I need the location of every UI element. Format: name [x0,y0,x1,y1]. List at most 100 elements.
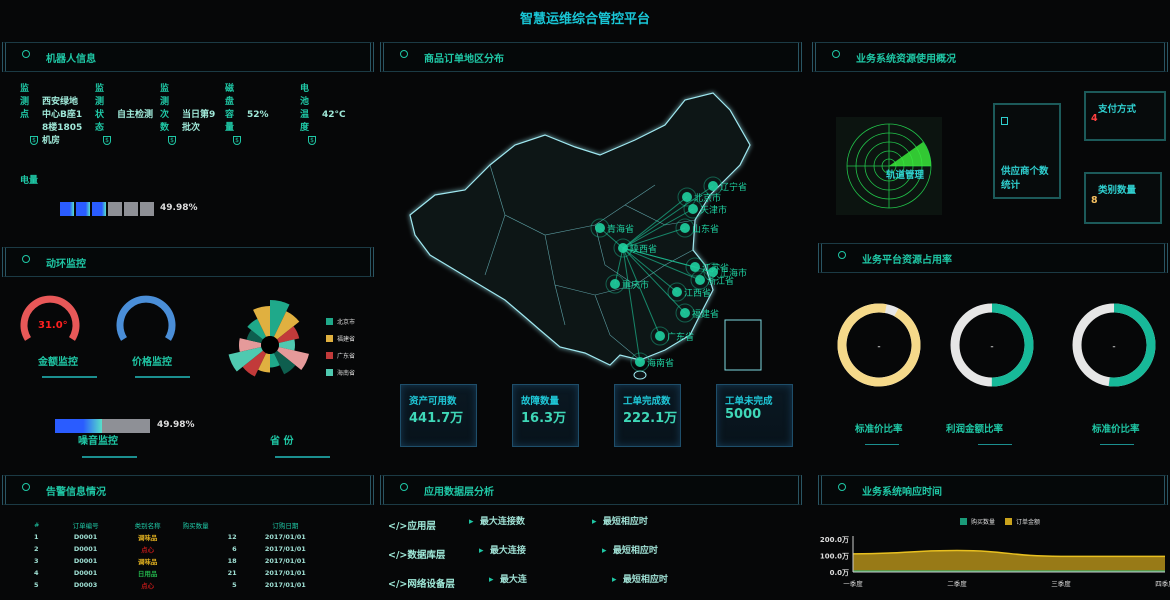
table-row[interactable]: 4 D0001 日用品 21 2017/01/01 [30,567,330,579]
map-point-ring [675,218,695,238]
rose-chart [228,300,309,377]
legend-label: 北京市 [337,319,356,326]
legend-label: 广东省 [337,353,356,360]
rose-wedge [270,300,290,337]
map-point[interactable] [672,287,682,297]
table-cell: D0001 [73,545,98,553]
table-cell: 21 [227,569,237,577]
table-cell: D0001 [73,557,98,565]
stat-label: 故障数量 [521,396,560,407]
metric-label: 最大连接 [489,546,526,556]
metric-a: ▸ 最大连接 [479,545,526,558]
gauge-amount [20,295,80,341]
panel-header-platform: 业务平台资源占用率 [818,243,1168,273]
table-row[interactable]: 5 D0003 点心 5 2017/01/01 [30,579,330,591]
payment-card: 支付方式 4 [1084,91,1166,141]
map-point[interactable] [708,181,718,191]
map-point-ring [677,187,697,207]
robot-field-label: 监测点 [20,84,30,120]
map-point-ring [703,176,723,196]
table-row[interactable]: 3 D0001 调味品 18 2017/01/01 [30,555,330,567]
table-row[interactable]: 2 D0001 点心 6 2017/01/01 [30,543,330,555]
legend-swatch [1005,518,1012,525]
donut-center: - [877,342,880,352]
table-cell: 1 [34,533,39,541]
document-icon [1001,117,1008,125]
shield-icon: $ [233,136,241,145]
rose-wedge [228,347,263,372]
map-point[interactable] [595,223,605,233]
rose-center [261,336,279,354]
robot-field-label: 监测状态 [95,84,105,133]
page-title: 智慧运维综合管控平台 [519,12,650,27]
rose-wedge [273,350,296,375]
map-point-ring [605,274,625,294]
shield-icon: $ [308,136,316,145]
category-value: 8 [1091,195,1098,206]
gauge-price-label: 价格监控 [132,357,172,368]
shield-icon: $ [30,136,38,145]
legend-swatch [326,318,333,325]
panel-title: 动环监控 [46,259,86,270]
table-cell: 5 [34,581,39,589]
flow-line [622,227,686,249]
legend-item[interactable]: 北京市 [326,313,355,330]
rose-wedge [278,339,295,351]
shield-icon: $ [168,136,176,145]
robot-field-value: 当日第9批次 [182,110,216,133]
map-label: 辽宁省 [720,181,747,193]
x-tick-label: 四季度 [1155,579,1170,588]
map-point[interactable] [680,308,690,318]
noise-bar [55,419,150,433]
robot-field-value: 52% [247,110,269,120]
battery-cell [92,202,106,216]
table-cell: 日用品 [137,570,158,578]
legend-item[interactable]: 福建省 [326,330,355,347]
map-point[interactable] [635,357,645,367]
flow-line [622,247,641,363]
area-series [853,550,1165,572]
decor-line [135,376,190,378]
table-cell: 点心 [141,582,155,590]
decor-line [865,444,899,445]
legend-label: 福建省 [337,336,356,343]
panel-header-alarm: 告警信息情况 [2,475,374,505]
map-point[interactable] [655,331,665,341]
flag-icon: ▸ [602,546,607,556]
table-header: 购买数量 [182,522,209,530]
table-header: 类别名称 [134,522,161,530]
panel-title: 应用数据层分析 [424,487,494,498]
legend-item[interactable]: 海南省 [326,364,355,381]
map-point[interactable] [682,192,692,202]
decor-line [42,376,97,378]
panel-title: 业务系统资源使用概况 [856,54,956,65]
flow-line [622,247,714,273]
map-point[interactable] [610,279,620,289]
map-point[interactable] [680,223,690,233]
x-tick-label: 一季度 [843,579,863,588]
stat-card: 故障数量 16.3万 [512,384,579,447]
china-map[interactable]: 辽宁省北京市天津市青海省山东省陕西省江苏省上海市浙江省重庆市江西省福建省广东省海… [395,85,795,385]
payment-value: 4 [1091,113,1098,124]
panel-header-robot: 机器人信息 [2,42,374,72]
map-point[interactable] [708,267,718,277]
map-label: 广东省 [667,331,694,343]
panel-header-map: 商品订单地区分布 [380,42,802,72]
flow-line [622,208,694,249]
metric-b: ▸ 最短相应时 [592,516,648,529]
map-point-ring [613,238,633,258]
stat-value: 222.1万 [623,411,678,426]
y-tick-label: 100.0万 [820,553,849,561]
donut-fill [950,303,1034,387]
map-point[interactable] [688,204,698,214]
legend-label: 海南省 [337,370,356,377]
legend-item[interactable]: 广东省 [326,347,355,364]
panel-title: 告警信息情况 [46,487,106,498]
table-row[interactable]: 1 D0001 调味品 12 2017/01/01 [30,531,330,543]
table-cell: 点心 [141,546,155,554]
legend-swatch [326,335,333,342]
alarm-table: # 订单编号 类别名称 购买数量 订购日期 1 D0001 调味品 12 2017/01/01 2 D… [30,519,330,591]
map-point[interactable] [695,275,705,285]
map-label: 青海省 [607,223,634,235]
map-label: 海南省 [647,357,674,369]
